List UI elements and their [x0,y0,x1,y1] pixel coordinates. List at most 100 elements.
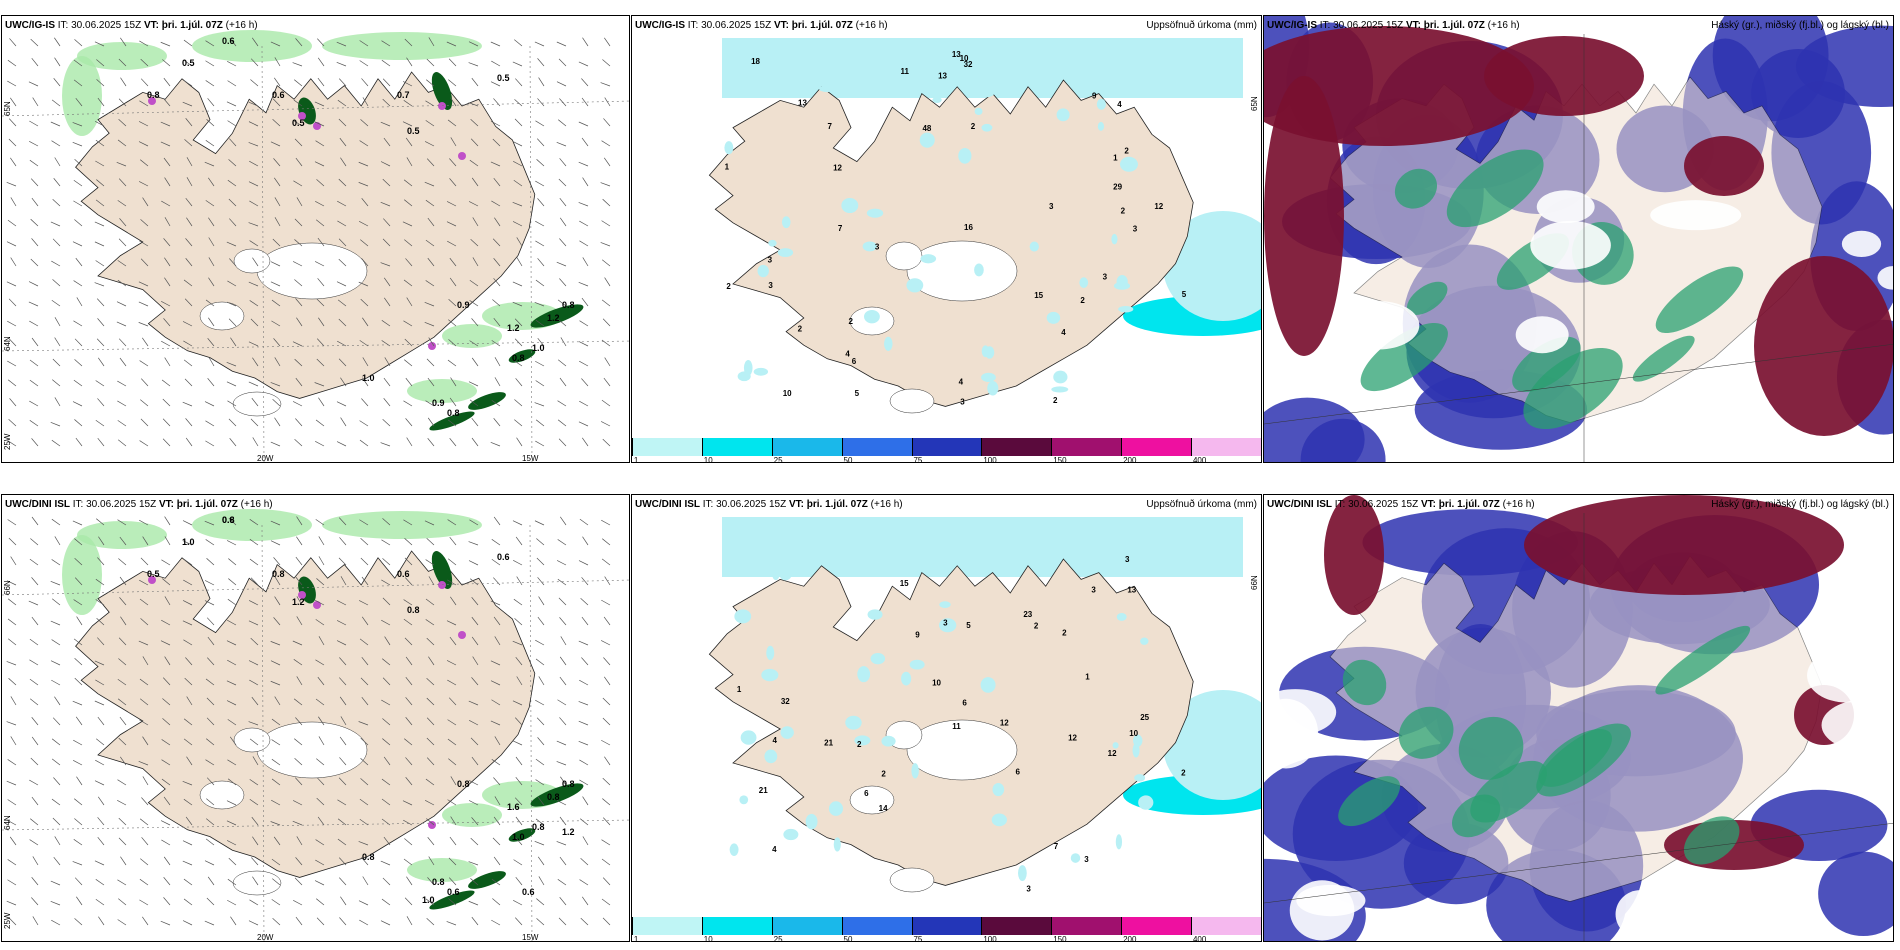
wind-barb [97,716,105,726]
graticule-line [1264,823,1893,904]
colorbar-segment [981,917,1052,935]
wind-barb [117,678,127,686]
lat-label: 66N [1250,575,1259,590]
wind-barb [360,298,369,307]
precip-patch [1134,774,1146,782]
low-cloud [1394,168,1438,209]
lon-label: 20W [257,454,274,463]
wind-barb [185,437,193,447]
wind-barb [6,900,17,906]
wind-barb [204,520,215,526]
panel-title: UWC/DINI ISL IT: 30.06.2025 15Z VT: þri.… [5,499,273,510]
wind-barb [491,558,501,566]
wind-barb [512,301,523,307]
precip-value: 12 [1154,202,1163,211]
wind-barb [229,37,237,47]
wind-barb [514,618,523,626]
wind-barb [95,380,105,387]
precip-value: 1 [737,685,742,694]
wind-barb [252,756,259,766]
value-label: 1.2 [562,827,575,837]
wind-barb [270,141,281,147]
precip-core [431,72,453,110]
wind-barb [76,297,83,307]
wind-barb [97,398,105,407]
wind-barb [95,738,105,746]
wind-barb [339,736,347,746]
wind-barb [425,619,435,626]
precip-value: 2 [798,324,803,333]
init-time: IT: 30.06.2025 15Z [72,499,157,510]
wind-barb [559,656,567,666]
wind-barb [229,438,237,447]
wind-barb [251,857,259,866]
wind-barb [579,360,589,367]
precip-value: 4 [845,349,850,358]
wind-barb [339,677,347,686]
wind-barb [51,559,61,566]
wind-barb [381,798,391,806]
wind-barb [470,737,479,746]
valid-time: VT: þri. 1.júl. 07Z [158,499,238,510]
wind-barb [294,738,303,746]
precip-patch [62,535,102,615]
value-label: 1.0 [532,343,545,353]
precip-patch [987,381,999,396]
precip-patch [980,677,996,693]
wind-barb [249,738,259,746]
wind-barb [186,756,193,766]
wind-barb [468,800,479,806]
wind-barb [75,437,83,447]
wind-barb [138,281,149,287]
wind-barb [51,639,61,646]
wind-barb [515,917,523,926]
wind-barb [405,717,413,726]
wind-barb [381,539,391,546]
wind-barb [340,377,347,387]
value-label: 0.8 [147,90,160,100]
wind-barb [75,257,83,267]
precip-value: 6 [1015,768,1020,777]
wind-barb [249,538,259,546]
wind-barb [601,220,611,227]
wind-barb [52,817,61,826]
mid-cloud [1264,397,1365,462]
wind-barb [296,596,303,606]
wind-barb [95,199,105,207]
wind-barb [602,877,611,886]
wind-barb [273,617,281,626]
wind-barb [361,696,369,706]
wind-barb [490,121,501,127]
value-label: 0.8 [562,300,575,310]
wind-barb [226,820,237,826]
wind-barb [472,656,479,666]
precip-value: 7 [1054,842,1059,851]
wind-barb [446,921,457,926]
wind-barb [161,300,171,307]
wind-barb [601,140,611,147]
clear-area [1650,200,1742,231]
wind-barb [315,200,325,207]
colorbar-segment [701,917,772,935]
precip-patch [911,763,919,779]
wind-barb [294,758,303,766]
wind-barb [29,419,39,427]
wind-barb [182,840,193,846]
wind-barb [6,721,17,726]
wind-barb [358,182,369,187]
wind-barb [97,357,105,367]
wind-barb [160,121,171,127]
wind-barb [29,558,39,566]
wind-barb [360,758,369,766]
wind-barb [535,658,545,666]
wind-barb [514,39,523,47]
wind-barb [448,877,457,886]
wind-barb [493,516,501,526]
wind-barb [227,80,237,87]
wind-barb [185,118,193,127]
wind-barb [382,597,391,606]
wind-barb [580,598,589,606]
mixed-precip-spot [148,97,156,105]
wind-barb [273,557,281,566]
wind-barb [8,118,17,127]
